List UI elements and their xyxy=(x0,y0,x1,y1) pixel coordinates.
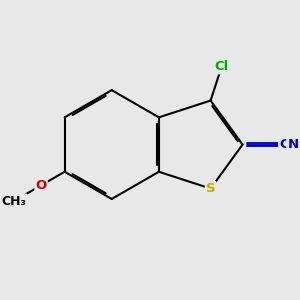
Text: C: C xyxy=(279,138,289,151)
Text: O: O xyxy=(35,179,47,192)
Text: Cl: Cl xyxy=(214,60,229,74)
Text: N: N xyxy=(287,138,298,151)
Text: S: S xyxy=(206,182,215,195)
Text: CH₃: CH₃ xyxy=(2,194,26,208)
